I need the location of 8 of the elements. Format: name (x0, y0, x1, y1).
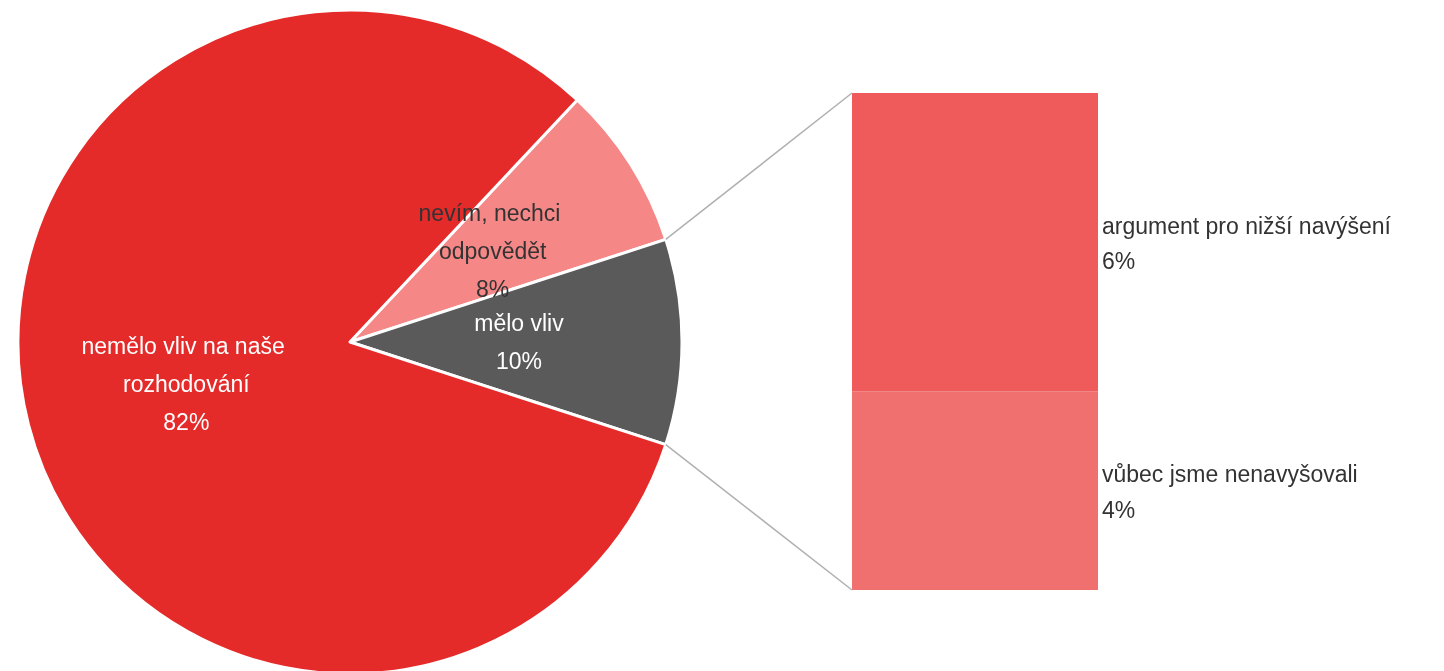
series-label: vůbec jsme nenavyšovali (1102, 461, 1358, 488)
data-label: 4% (1102, 496, 1136, 523)
data-label: 82% (163, 409, 210, 436)
data-label: 10% (495, 348, 543, 374)
slice-label: nemělo vliv na naše rozhodování (81, 333, 292, 398)
series-label: argument pro nižší navýšení (1102, 212, 1392, 239)
slice-label: mělo vliv (474, 310, 565, 336)
data-label: 6% (1102, 248, 1136, 275)
